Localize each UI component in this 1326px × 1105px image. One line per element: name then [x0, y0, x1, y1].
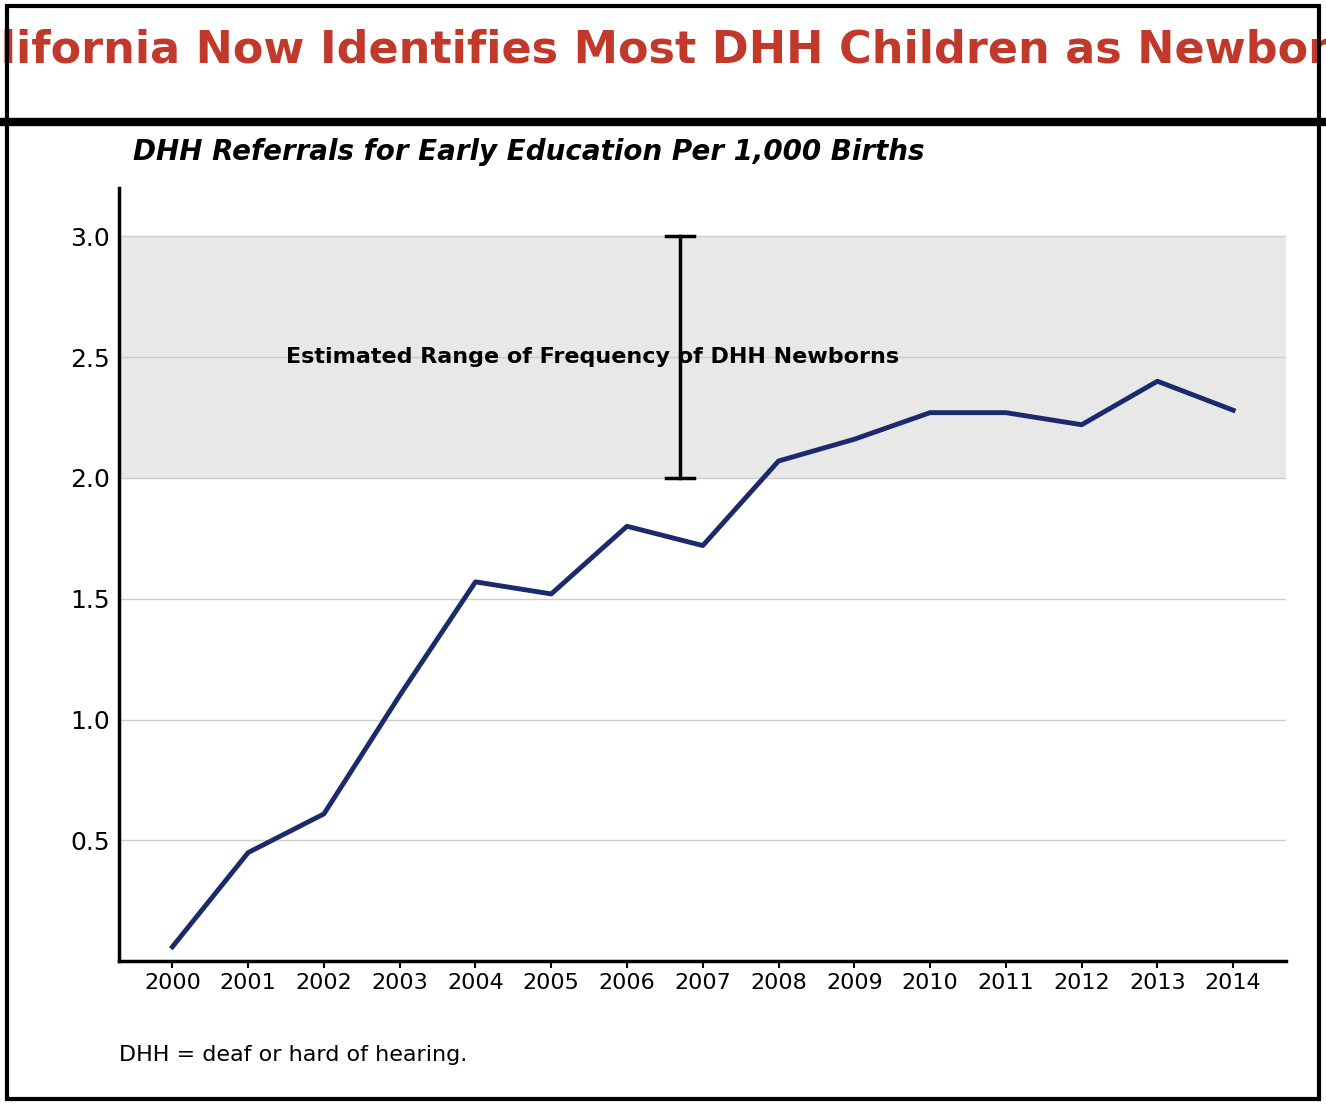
Bar [119, 236, 1286, 477]
Text: DHH Referrals for Early Education Per 1,000 Births: DHH Referrals for Early Education Per 1,… [133, 138, 924, 166]
Text: California Now Identifies Most DHH Children as Newborns: California Now Identifies Most DHH Child… [0, 29, 1326, 72]
Text: Estimated Range of Frequency of DHH Newborns: Estimated Range of Frequency of DHH Newb… [286, 347, 899, 367]
Text: DHH = deaf or hard of hearing.: DHH = deaf or hard of hearing. [119, 1045, 468, 1065]
